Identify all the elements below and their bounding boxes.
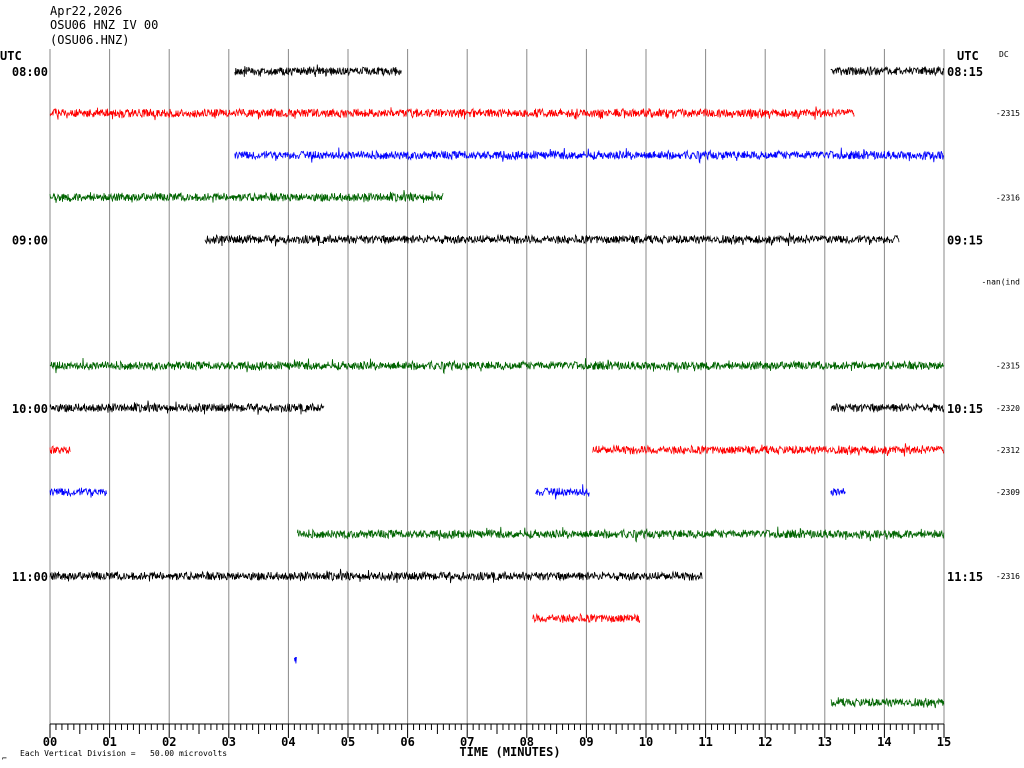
trace-row-14-segment-0 bbox=[294, 656, 297, 664]
dc-label: DC bbox=[999, 50, 1009, 59]
vertical-scale-note: Each Vertical Division = 50.00 microvolt… bbox=[20, 749, 228, 758]
dc-value-row-9: -2312 bbox=[996, 446, 1020, 455]
trace-row-8-segment-0 bbox=[49, 400, 325, 415]
time-label-left-09:00: 09:00 bbox=[12, 233, 48, 247]
x-tick-label-15: 15 bbox=[937, 735, 951, 749]
time-label-right-08:15: 08:15 bbox=[947, 65, 983, 79]
utc-left-label: UTC bbox=[0, 49, 22, 63]
trace-row-10-segment-2 bbox=[830, 488, 846, 497]
trace-row-2-segment-0 bbox=[234, 147, 945, 164]
trace-row-11-segment-0 bbox=[296, 526, 945, 543]
x-tick-label-11: 11 bbox=[698, 735, 712, 749]
x-tick-label-04: 04 bbox=[281, 735, 295, 749]
x-axis-title: TIME (MINUTES) bbox=[459, 745, 560, 759]
trace-row-3-segment-0 bbox=[49, 189, 444, 203]
utc-right-label: UTC bbox=[957, 49, 979, 63]
dc-value-row-3: -2316 bbox=[996, 193, 1020, 202]
x-tick-label-02: 02 bbox=[162, 735, 176, 749]
trace-row-4-segment-0 bbox=[204, 232, 900, 247]
trace-row-15-segment-0 bbox=[830, 697, 945, 709]
time-label-right-09:15: 09:15 bbox=[947, 233, 983, 247]
x-tick-label-13: 13 bbox=[818, 735, 832, 749]
dc-value-row-1: -2315 bbox=[996, 109, 1020, 118]
time-label-right-11:15: 11:15 bbox=[947, 570, 983, 584]
corner-mark: ⌐ bbox=[2, 754, 7, 763]
x-tick-label-03: 03 bbox=[222, 735, 236, 749]
trace-row-10-segment-0 bbox=[49, 487, 107, 498]
trace-row-9-segment-1 bbox=[592, 443, 945, 457]
time-label-left-11:00: 11:00 bbox=[12, 570, 48, 584]
x-tick-label-06: 06 bbox=[400, 735, 414, 749]
station-channel-title: OSU06 HNZ IV 00 bbox=[50, 18, 159, 32]
x-tick-label-14: 14 bbox=[877, 735, 891, 749]
trace-row-10-segment-1 bbox=[535, 484, 590, 500]
x-tick-label-10: 10 bbox=[639, 735, 653, 749]
x-tick-label-08: 08 bbox=[520, 735, 534, 749]
dc-value-row-7: -2315 bbox=[996, 362, 1020, 371]
trace-row-13-segment-0 bbox=[532, 612, 641, 624]
x-tick-label-01: 01 bbox=[102, 735, 116, 749]
time-label-right-10:15: 10:15 bbox=[947, 402, 983, 416]
trace-row-8-segment-1 bbox=[830, 402, 945, 414]
trace-row-0-segment-0 bbox=[234, 64, 402, 78]
trace-row-12-segment-0 bbox=[49, 568, 703, 584]
time-label-left-10:00: 10:00 bbox=[12, 402, 48, 416]
trace-row-0-segment-1 bbox=[830, 66, 945, 77]
channel-code: (OSU06.HNZ) bbox=[50, 33, 130, 47]
x-tick-label-09: 09 bbox=[579, 735, 593, 749]
dc-value-row-10: -2309 bbox=[996, 488, 1020, 497]
x-tick-label-12: 12 bbox=[758, 735, 772, 749]
plot-date: Apr22,2026 bbox=[50, 4, 123, 18]
time-label-left-08:00: 08:00 bbox=[12, 65, 48, 79]
x-tick-label-00: 00 bbox=[43, 735, 57, 749]
dc-value-row-12: -2316 bbox=[996, 572, 1020, 581]
trace-row-9-segment-0 bbox=[49, 445, 71, 455]
trace-row-7-segment-0 bbox=[49, 357, 945, 375]
dc-value-row-8: -2320 bbox=[996, 404, 1020, 413]
x-tick-label-05: 05 bbox=[341, 735, 355, 749]
dc-value-row-5: -nan(ind bbox=[981, 278, 1020, 287]
trace-row-1-segment-0 bbox=[49, 106, 855, 121]
x-tick-label-07: 07 bbox=[460, 735, 474, 749]
